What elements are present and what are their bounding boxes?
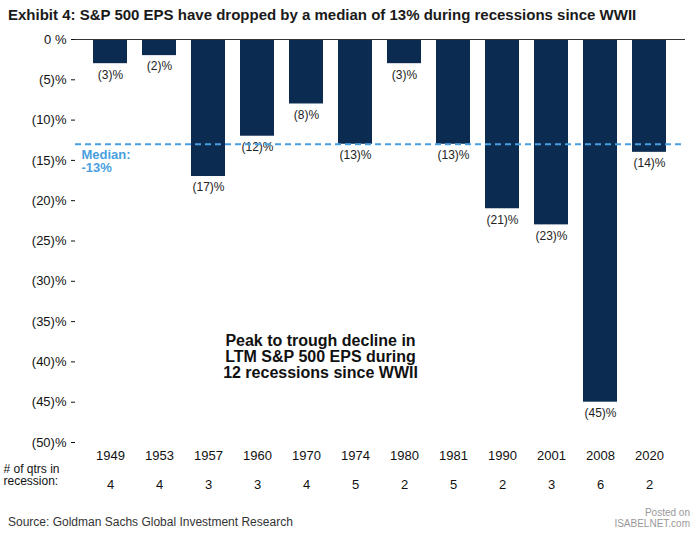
svg-text:3: 3 [205, 477, 212, 492]
svg-text:# of qtrs inrecession:: # of qtrs inrecession: [4, 462, 60, 488]
svg-text:(45)%: (45)% [584, 406, 616, 420]
svg-text:(30)%: (30)% [32, 273, 67, 288]
svg-text:4: 4 [303, 477, 310, 492]
svg-text:(14)%: (14)% [633, 156, 665, 170]
html-text:Posted on: Posted on [645, 507, 690, 518]
svg-text:5: 5 [352, 477, 359, 492]
svg-text:5: 5 [450, 477, 457, 492]
html-text:Exhibit 4: S&P 500 EPS have dr: Exhibit 4: S&P 500 EPS have dropped by a… [8, 6, 637, 23]
svg-text:1980: 1980 [390, 448, 419, 463]
svg-text:(5)%: (5)% [39, 72, 67, 87]
svg-text:(20)%: (20)% [32, 193, 67, 208]
svg-text:2: 2 [646, 477, 653, 492]
html-text:Source: Goldman Sachs Global I: Source: Goldman Sachs Global Investment … [8, 515, 293, 529]
svg-text:1953: 1953 [145, 448, 174, 463]
svg-text:3: 3 [254, 477, 261, 492]
svg-text:6: 6 [597, 477, 604, 492]
svg-text:(13)%: (13)% [339, 148, 371, 162]
svg-text:(12)%: (12)% [241, 140, 273, 154]
svg-text:(3)%: (3)% [98, 68, 124, 82]
svg-text:Median:-13%: Median:-13% [82, 147, 131, 175]
svg-text:1974: 1974 [341, 448, 370, 463]
svg-text:(40)%: (40)% [32, 354, 67, 369]
svg-text:2008: 2008 [586, 448, 615, 463]
svg-text:(45)%: (45)% [32, 394, 67, 409]
svg-text:1981: 1981 [439, 448, 468, 463]
svg-text:2: 2 [499, 477, 506, 492]
svg-text:(2)%: (2)% [147, 59, 173, 73]
svg-text:(35)%: (35)% [32, 314, 67, 329]
svg-text:(50)%: (50)% [32, 435, 67, 450]
html-text:ISABELNET.com: ISABELNET.com [614, 518, 690, 529]
svg-text:2020: 2020 [635, 448, 664, 463]
svg-text:(23)%: (23)% [535, 229, 567, 243]
svg-text:1949: 1949 [96, 448, 125, 463]
svg-text:(17)%: (17)% [192, 180, 224, 194]
svg-text:0 %: 0 % [44, 32, 67, 47]
svg-text:3: 3 [548, 477, 555, 492]
svg-text:Peak to trough decline inLTM S: Peak to trough decline inLTM S&P 500 EPS… [223, 332, 418, 381]
svg-text:(10)%: (10)% [32, 112, 67, 127]
svg-text:2001: 2001 [537, 448, 566, 463]
svg-text:(3)%: (3)% [392, 68, 418, 82]
svg-text:(21)%: (21)% [486, 213, 518, 227]
svg-text:(8)%: (8)% [294, 108, 320, 122]
svg-text:(15)%: (15)% [32, 153, 67, 168]
svg-text:1970: 1970 [292, 448, 321, 463]
svg-text:4: 4 [156, 477, 163, 492]
svg-text:(13)%: (13)% [437, 148, 469, 162]
svg-text:1957: 1957 [194, 448, 223, 463]
svg-text:2: 2 [401, 477, 408, 492]
svg-text:1960: 1960 [243, 448, 272, 463]
svg-text:1990: 1990 [488, 448, 517, 463]
svg-text:(25)%: (25)% [32, 233, 67, 248]
svg-text:4: 4 [107, 477, 114, 492]
